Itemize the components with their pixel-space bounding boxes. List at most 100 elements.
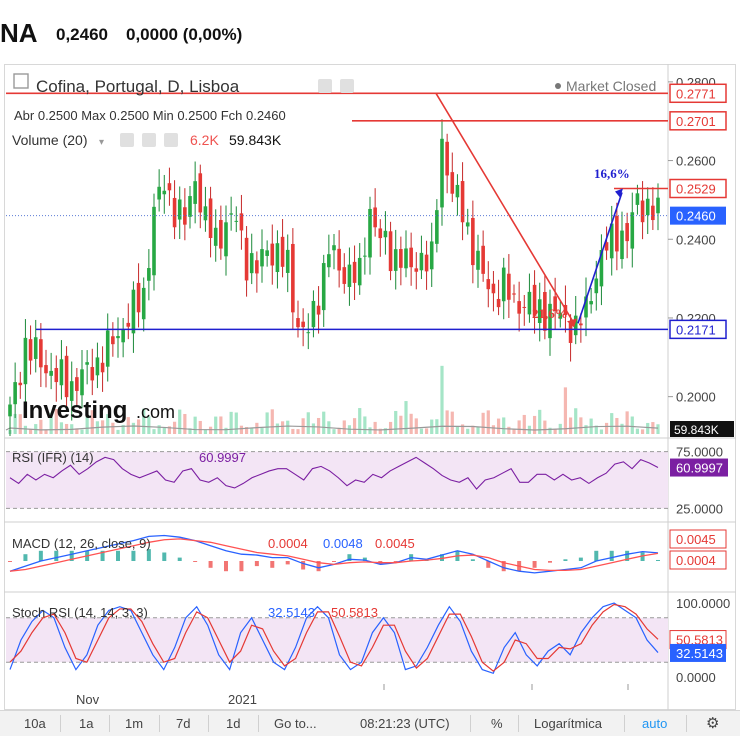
candle-body [512, 293, 516, 295]
levels-layer [6, 92, 668, 331]
candle-body [327, 254, 331, 268]
range-1a-button[interactable]: 1a [79, 716, 94, 731]
candle-body [501, 267, 506, 302]
candle-body [116, 336, 120, 339]
candle-body [100, 362, 105, 373]
close-icon[interactable] [164, 133, 178, 147]
macd-hist-bar [393, 561, 398, 562]
macd-signal-line [9, 538, 659, 572]
y-tick-label: 0.2600 [676, 154, 716, 169]
macd-hist-bar [69, 550, 74, 561]
candle-body [481, 245, 485, 274]
macd-title: MACD (12, 26, close, 9) [12, 536, 151, 551]
candle-body [435, 210, 439, 244]
stoch-k-tag [670, 643, 726, 662]
volume-ma-line [5, 425, 659, 431]
candle-body [558, 312, 563, 319]
volume-bar [656, 424, 660, 434]
candle-body [337, 248, 341, 271]
log-toggle[interactable]: Logarítmica [534, 716, 602, 731]
level-tag [669, 178, 727, 199]
macd-hist-bar [54, 550, 59, 561]
macd-hist-bar [440, 554, 444, 561]
volume-bar [368, 427, 372, 434]
candle-body [177, 199, 182, 220]
volume-bar [543, 420, 547, 434]
volume-bar [306, 412, 310, 434]
candle-body [599, 249, 604, 287]
volume-bar [250, 427, 254, 434]
volume-bar [424, 428, 429, 434]
stoch-title: Stoch RSI (14, 14, 3, 3) [12, 605, 148, 620]
candle-body [90, 367, 95, 381]
volume-bar [646, 422, 650, 434]
eye-icon[interactable] [318, 79, 332, 93]
candle-body [244, 237, 249, 281]
candle-body [152, 206, 156, 276]
volume-bar [265, 412, 269, 434]
volume-bar [574, 408, 578, 434]
candle-body [260, 249, 264, 267]
candle-body [33, 337, 38, 359]
candle-body [291, 243, 295, 313]
volume-bar [214, 416, 218, 434]
auto-toggle[interactable]: auto [642, 716, 668, 731]
percent-toggle[interactable]: % [491, 716, 503, 731]
macd-hist-bar [563, 559, 568, 561]
level-label: 0.2171 [676, 322, 716, 337]
candle-body [219, 219, 223, 249]
volume-bar [183, 413, 187, 434]
volume-bar [363, 416, 367, 434]
candle-body [193, 181, 197, 204]
chevron-down-icon[interactable]: ▾ [99, 137, 104, 148]
candle-body [270, 243, 275, 266]
volume-bar [188, 428, 192, 434]
volume-bar [193, 416, 197, 434]
goto-button[interactable]: Go to... [274, 716, 317, 731]
gear-icon[interactable]: ⚙ [706, 715, 720, 732]
candle-body [584, 296, 588, 318]
volume-bar [270, 409, 274, 434]
macd-hist-bar [548, 561, 552, 563]
settings-icon[interactable] [142, 133, 156, 147]
macd-hist-bar [301, 561, 306, 570]
range-1m-button[interactable]: 1m [125, 716, 144, 731]
volume-bar [291, 428, 295, 434]
volume-bar [419, 428, 424, 434]
volume-bar [219, 416, 223, 434]
candle-body [234, 220, 239, 222]
volume-bar [532, 415, 537, 434]
macd-hist-bar [486, 561, 491, 568]
candle-body [301, 321, 305, 328]
y-tick-label: 0.2400 [676, 232, 716, 247]
chart-canvas[interactable]: 0.20000.22000.24000.26000.28000.24600.27… [0, 0, 740, 710]
volume-bar [635, 428, 640, 434]
volume-bar [538, 409, 542, 434]
volume-bar [630, 416, 634, 434]
macd-hist-bar [609, 550, 614, 561]
candle-body [517, 301, 521, 314]
settings-icon[interactable] [340, 79, 354, 93]
candle-body [183, 207, 187, 225]
volume-bar [568, 417, 573, 434]
range-1d-button[interactable]: 1d [226, 716, 241, 731]
volume-bar [553, 428, 557, 434]
stoch-d-line [9, 603, 659, 672]
eye-icon[interactable] [120, 133, 134, 147]
macd-value-hist: 0.0004 [268, 536, 308, 551]
macd-hist-bar [347, 554, 352, 561]
candle-body [23, 337, 28, 385]
macd-hist-bar [362, 557, 367, 561]
rsi-tick-label: 25.0000 [676, 501, 723, 516]
last-price-tag [670, 206, 726, 225]
y-tick-label: 0.2000 [676, 390, 716, 405]
macd-hist-bar [100, 550, 105, 561]
macd-tag [669, 529, 727, 549]
chart-type-icon[interactable] [13, 73, 29, 89]
range-7d-button[interactable]: 7d [176, 716, 191, 731]
volume-value: 59.843K [229, 132, 282, 148]
candle-body [44, 365, 48, 374]
candle-body [347, 264, 352, 287]
macd-hist-bar [177, 557, 182, 561]
range-10a-button[interactable]: 10a [24, 716, 46, 731]
